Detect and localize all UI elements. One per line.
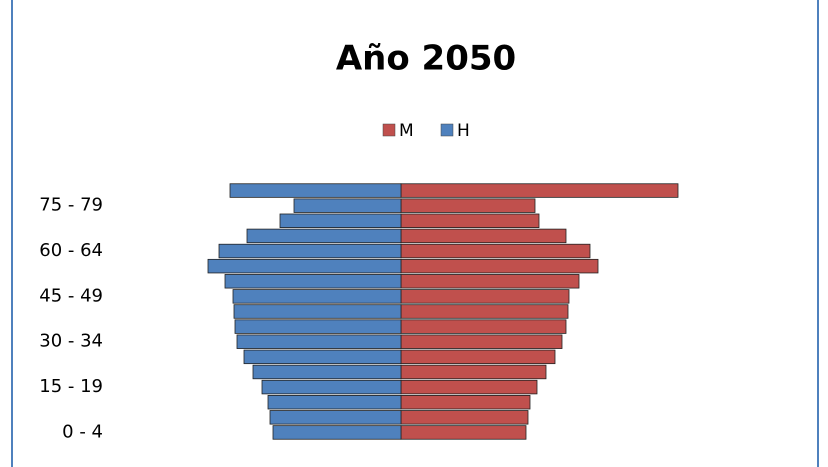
bar (400, 289, 570, 304)
bar (400, 304, 569, 319)
bar (400, 349, 556, 365)
bar (243, 349, 402, 365)
bar (400, 395, 531, 410)
bar (400, 334, 563, 349)
bar (400, 410, 529, 425)
bar (207, 258, 402, 274)
legend-label: M (399, 121, 414, 141)
bar (400, 183, 679, 198)
bar (293, 198, 402, 213)
y-tick-label: 60 - 64 (39, 240, 103, 261)
bar (224, 274, 402, 289)
bar (233, 304, 402, 319)
bar (400, 228, 567, 244)
bar (234, 319, 402, 334)
legend-swatch (382, 123, 396, 137)
bar (218, 243, 402, 259)
y-tick-label: 45 - 49 (39, 285, 103, 306)
legend-label: H (457, 121, 470, 141)
y-tick-label: 15 - 19 (39, 376, 103, 397)
y-tick-label: 75 - 79 (39, 195, 103, 216)
chart-title: Año 2050 (336, 39, 516, 79)
bar (267, 395, 402, 410)
legend-swatch (440, 123, 454, 137)
bar (400, 379, 538, 395)
bar (400, 425, 527, 440)
y-tick-label: 0 - 4 (62, 421, 103, 442)
bar (400, 258, 599, 274)
bar (279, 213, 402, 228)
bar (400, 319, 567, 334)
bar (236, 334, 402, 349)
bar (272, 425, 402, 440)
bar (400, 243, 591, 259)
bar (400, 364, 547, 380)
bar (252, 364, 402, 380)
bar (400, 274, 580, 289)
bar (246, 228, 402, 244)
bar (400, 213, 540, 228)
bar (269, 410, 402, 425)
y-tick-label: 30 - 34 (39, 331, 103, 352)
bar (229, 183, 402, 198)
bar (261, 379, 402, 395)
bar (400, 198, 536, 213)
bar (232, 289, 402, 304)
